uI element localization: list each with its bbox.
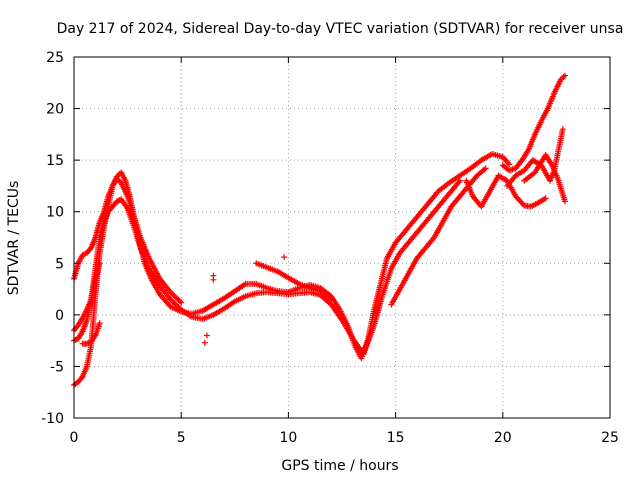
series-track-g [388,165,489,308]
data-point [72,336,79,343]
y-tick-label: 20 [46,102,64,118]
plot-frame [73,56,611,419]
x-tick-label: 10 [279,430,297,446]
y-axis-title: SDTVAR / TECUs [6,181,22,296]
data-point [559,126,566,133]
series-track-h [463,172,549,210]
series-outliers [201,254,288,346]
x-tick-label: 20 [494,430,512,446]
data-point [506,161,513,168]
y-tick-label: 0 [55,308,64,324]
y-tick-label: 25 [46,50,64,66]
chart-title: Day 217 of 2024, Sidereal Day-to-day VTE… [57,21,624,37]
series-track-a [71,150,513,388]
x-tick-label: 15 [387,430,405,446]
series-track-e [79,320,103,347]
data-point [281,254,288,261]
data-point [87,246,94,253]
x-tick-label: 5 [177,430,186,446]
series-track-k [521,151,568,205]
series-track-d [71,260,103,334]
data-point [203,332,210,339]
data-marks [71,72,568,388]
x-axis-title: GPS time / hours [281,458,398,474]
series-track-c [71,175,185,306]
series-track-i [499,72,568,174]
data-point [96,260,103,267]
series-track-f [253,260,335,303]
series-track-j [504,126,566,189]
data-point [78,375,85,382]
data-point [201,339,208,346]
data-point [178,299,185,306]
y-tick-label: -10 [41,411,64,427]
data-point [328,296,335,303]
y-tick-label: 15 [46,153,64,169]
data-point [96,320,103,327]
data-point [210,272,217,279]
data-point [561,72,568,79]
y-tick-label: -5 [50,359,64,375]
data-point [561,198,568,205]
y-tick-label: 10 [46,205,64,221]
series-track-b [71,177,463,358]
data-point [176,298,183,305]
axis-ticks: 0 5 10 15 20 25 -10 -5 0 5 10 15 20 25 [41,50,619,446]
data-point [560,73,567,80]
y-tick-label: 5 [55,256,64,272]
data-point [482,165,489,172]
x-tick-label: 0 [70,430,79,446]
data-point [456,177,463,184]
x-tick-label: 25 [601,430,619,446]
grid [74,57,610,418]
data-point [542,195,549,202]
